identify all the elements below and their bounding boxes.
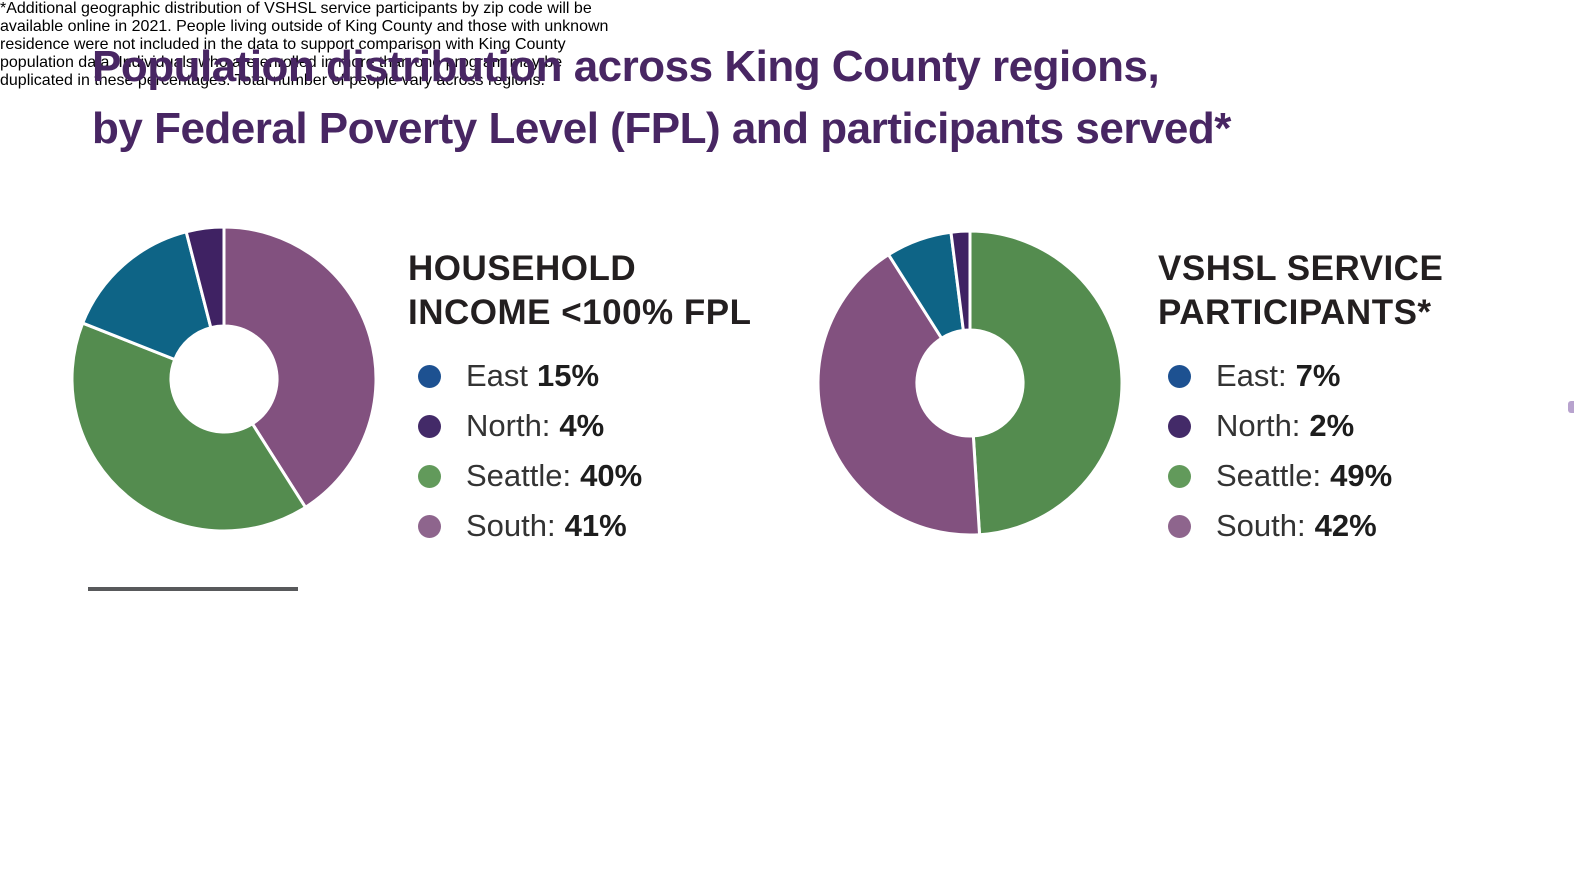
footnote-line: population data. Individuals who are enr… — [0, 54, 563, 71]
legend-bullet-east-icon — [1168, 364, 1191, 388]
legend-bullet-north-icon — [418, 414, 441, 438]
donut-chart-household-income — [69, 224, 379, 534]
footnote-line: available online in 2021. People living … — [0, 18, 609, 35]
legend-item-seattle: Seattle: 40% — [408, 451, 828, 501]
legend-value: 40% — [580, 458, 643, 493]
legend-item-north: North: 2% — [1158, 401, 1574, 451]
donut-svg-household-income — [70, 225, 378, 533]
page-title: Population distribution across King Coun… — [92, 36, 1231, 160]
footnote-line: *Additional geographic distribution of V… — [0, 0, 592, 17]
legend-bullet-south-icon — [418, 514, 441, 538]
legend-label: East: — [1216, 358, 1287, 393]
chart-title-line: PARTICIPANTS* — [1158, 293, 1432, 332]
legend-item-north: North: 4% — [408, 401, 828, 451]
footnote-line: duplicated in these percentages. Total n… — [0, 72, 545, 89]
legend-label: North: — [1216, 408, 1301, 443]
legend-bullet-north-icon — [1168, 414, 1191, 438]
legend-label: Seattle: — [466, 458, 572, 493]
slice-east — [81, 230, 213, 361]
slice-south — [816, 253, 982, 537]
legend-value: 49% — [1330, 458, 1393, 493]
legend-item-south: South: 41% — [408, 501, 828, 551]
chart-title-household-income: HOUSEHOLD INCOME <100% FPL — [408, 247, 828, 335]
legend-label: South: — [1216, 508, 1306, 543]
legend-value: 41% — [564, 508, 627, 543]
legend-label: Seattle: — [1216, 458, 1322, 493]
footnote-line: residence were not included in the data … — [0, 36, 566, 53]
legend-value: 15% — [537, 358, 600, 393]
slice-north — [184, 225, 226, 330]
legend-value: 7% — [1295, 358, 1341, 393]
legend-item-east: East: 7% — [1158, 351, 1574, 401]
slice-seattle — [968, 229, 1124, 537]
donut-svg-vshsl-participants — [816, 229, 1124, 537]
chart-info-vshsl-participants: VSHSL SERVICE PARTICIPANTS* East: 7% North… — [1158, 247, 1574, 551]
legend-value: 42% — [1314, 508, 1377, 543]
slice-seattle — [70, 321, 307, 533]
chart-info-household-income: HOUSEHOLD INCOME <100% FPL East 15% North:… — [408, 247, 828, 551]
legend-label: North: — [466, 408, 551, 443]
page-title-line1: Population distribution across King Coun… — [92, 42, 1160, 91]
page-title-line2: by Federal Poverty Level (FPL) and parti… — [92, 104, 1231, 153]
legend-bullet-east-icon — [418, 364, 441, 388]
page-edge-artifact — [1568, 401, 1574, 413]
legend-item-east: East 15% — [408, 351, 828, 401]
legend-label: South: — [466, 508, 556, 543]
legend-bullet-seattle-icon — [418, 464, 441, 488]
slice-north — [949, 229, 972, 332]
legend-bullet-south-icon — [1168, 514, 1191, 538]
chart-title-line: HOUSEHOLD — [408, 249, 637, 288]
legend-value: 4% — [559, 408, 605, 443]
chart-title-line: VSHSL SERVICE — [1158, 249, 1444, 288]
footnote-divider — [88, 587, 298, 591]
legend-label: East — [466, 358, 529, 393]
donut-chart-vshsl-participants — [815, 228, 1125, 538]
legend-vshsl-participants: East: 7% North: 2% Seattle: 49% South: 42% — [1158, 351, 1574, 551]
legend-household-income: East 15% North: 4% Seattle: 40% South: 41% — [408, 351, 828, 551]
chart-title-line: INCOME <100% FPL — [408, 293, 752, 332]
chart-title-vshsl-participants: VSHSL SERVICE PARTICIPANTS* — [1158, 247, 1574, 335]
legend-value: 2% — [1309, 408, 1355, 443]
legend-bullet-seattle-icon — [1168, 464, 1191, 488]
legend-item-seattle: Seattle: 49% — [1158, 451, 1574, 501]
legend-item-south: South: 42% — [1158, 501, 1574, 551]
